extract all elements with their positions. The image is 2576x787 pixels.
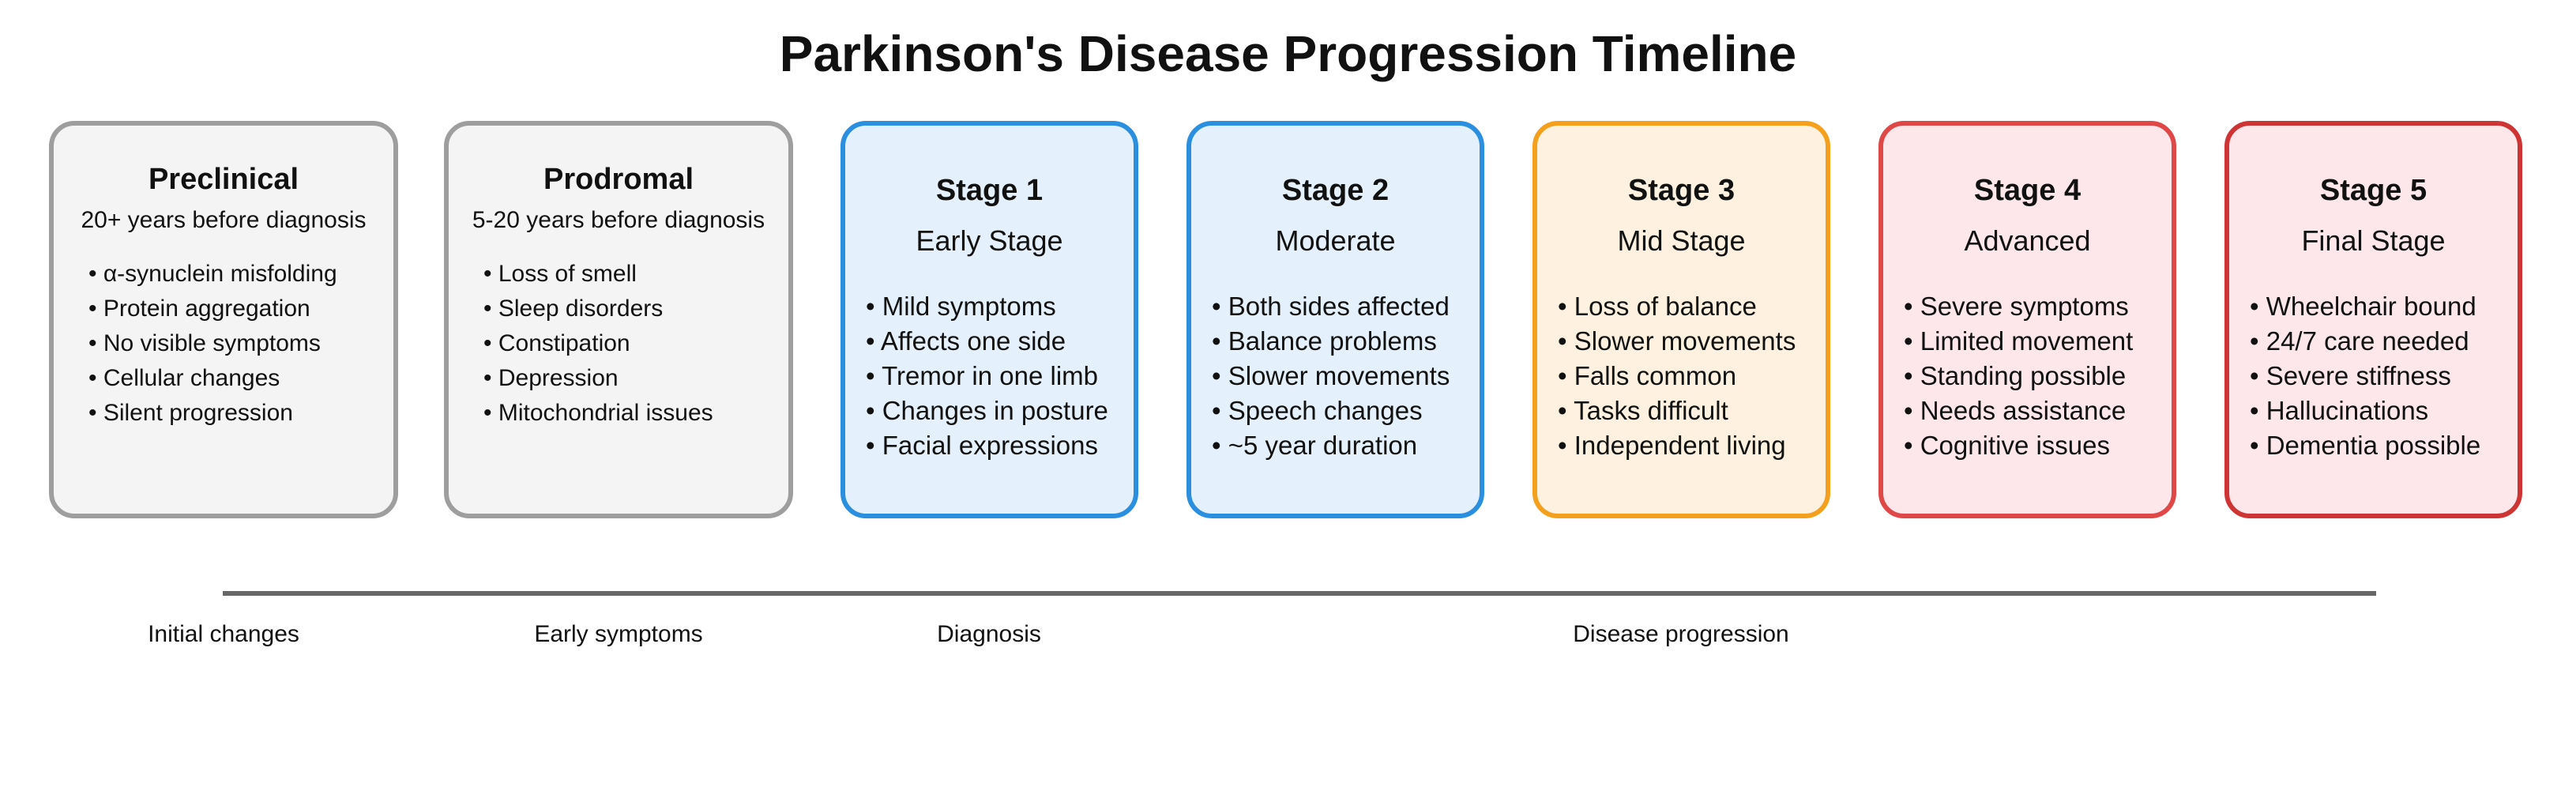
stage-card-stage-4: Stage 4 Advanced • Severe symptoms • Lim… — [1878, 121, 2176, 518]
stage-items: • Wheelchair bound • 24/7 care needed • … — [2229, 289, 2518, 463]
stage-subtitle: Mid Stage — [1617, 224, 1746, 257]
stage-item: • Tremor in one limb — [866, 360, 1098, 390]
stage-item: • Constipation — [483, 329, 630, 356]
stage-subtitle: Early Stage — [916, 224, 1063, 257]
stage-item: • Facial expressions — [866, 430, 1099, 460]
timeline-label-disease-progression: Disease progression — [1573, 621, 1789, 647]
diagram-title: Parkinson's Disease Progression Timeline — [779, 25, 1797, 82]
stage-item: • Loss of balance — [1558, 291, 1757, 321]
stage-items: • Loss of balance • Slower movements • F… — [1537, 289, 1826, 463]
stage-item: • Cellular changes — [88, 364, 280, 391]
stage-title: Prodromal — [543, 163, 694, 196]
stage-item: • Depression — [483, 364, 619, 391]
stage-title: Stage 3 — [1627, 174, 1736, 207]
stage-item: • Dementia possible — [2250, 430, 2481, 460]
stage-item: • Hallucinations — [2250, 395, 2429, 425]
stage-subtitle: Moderate — [1275, 224, 1396, 257]
stage-item: • Standing possible — [1904, 360, 2127, 390]
timeline-line — [223, 591, 2376, 596]
stage-item: • Slower movements — [1212, 360, 1450, 390]
stage-card-prodromal: Prodromal 5-20 years before diagnosis • … — [444, 121, 793, 518]
stage-subtitle: Final Stage — [2301, 224, 2446, 257]
stage-item: • Silent progression — [88, 399, 293, 426]
stage-item: • Loss of smell — [483, 260, 637, 287]
stage-item: • Severe symptoms — [1904, 291, 2129, 321]
stage-items: • Severe symptoms • Limited movement • S… — [1883, 289, 2172, 463]
stage-item: • ~5 year duration — [1212, 430, 1418, 460]
stage-item: • Tasks difficult — [1558, 395, 1728, 425]
stage-item: • Falls common — [1558, 360, 1737, 390]
stage-card-stage-2: Stage 2 Moderate • Both sides affected •… — [1186, 121, 1484, 518]
timeline-label-early-symptoms: Early symptoms — [534, 621, 703, 647]
stage-item: • Affects one side — [866, 326, 1066, 356]
timeline-label-initial-changes: Initial changes — [148, 621, 299, 647]
stage-items: • Loss of smell • Sleep disorders • Cons… — [449, 257, 788, 431]
stage-subtitle: Advanced — [1964, 224, 2091, 257]
stage-item: • Independent living — [1558, 430, 1786, 460]
stage-subtitle: 20+ years before diagnosis — [81, 206, 367, 233]
stage-item: • Cognitive issues — [1904, 430, 2111, 460]
stage-item: • Needs assistance — [1904, 395, 2127, 425]
stage-item: • Mild symptoms — [866, 291, 1056, 321]
stage-item: • Slower movements — [1558, 326, 1796, 356]
stage-item: • Severe stiffness — [2250, 360, 2451, 390]
stage-title: Stage 5 — [2319, 174, 2427, 207]
stage-item: • Wheelchair bound — [2250, 291, 2476, 321]
stage-item: • 24/7 care needed — [2250, 326, 2469, 356]
stage-item: • Sleep disorders — [483, 295, 664, 322]
stage-item: • Limited movement — [1904, 326, 2134, 356]
stage-items: • Both sides affected • Balance problems… — [1191, 289, 1480, 463]
stage-items: • Mild symptoms • Affects one side • Tre… — [845, 289, 1134, 463]
timeline-label-diagnosis: Diagnosis — [937, 621, 1041, 647]
stage-item: • Both sides affected — [1212, 291, 1450, 321]
stage-title: Stage 4 — [1973, 174, 2081, 207]
stage-card-preclinical: Preclinical 20+ years before diagnosis •… — [49, 121, 398, 518]
stage-card-stage-3: Stage 3 Mid Stage • Loss of balance • Sl… — [1532, 121, 1830, 518]
stage-items: • α-synuclein misfolding • Protein aggre… — [54, 257, 393, 431]
stage-item: • Speech changes — [1212, 395, 1423, 425]
stage-item: • Balance problems — [1212, 326, 1437, 356]
stage-item: • No visible symptoms — [88, 329, 321, 356]
stage-item: • Changes in posture — [866, 395, 1108, 425]
stage-card-stage-1: Stage 1 Early Stage • Mild symptoms • Af… — [840, 121, 1138, 518]
stage-title: Stage 1 — [935, 174, 1044, 207]
stage-title: Preclinical — [148, 163, 299, 196]
stage-subtitle: 5-20 years before diagnosis — [472, 206, 765, 233]
stage-item: • Protein aggregation — [88, 295, 310, 322]
stage-item: • Mitochondrial issues — [483, 399, 713, 426]
stage-title: Stage 2 — [1281, 174, 1390, 207]
stage-item: • α-synuclein misfolding — [88, 260, 337, 287]
stage-card-stage-5: Stage 5 Final Stage • Wheelchair bound •… — [2224, 121, 2522, 518]
